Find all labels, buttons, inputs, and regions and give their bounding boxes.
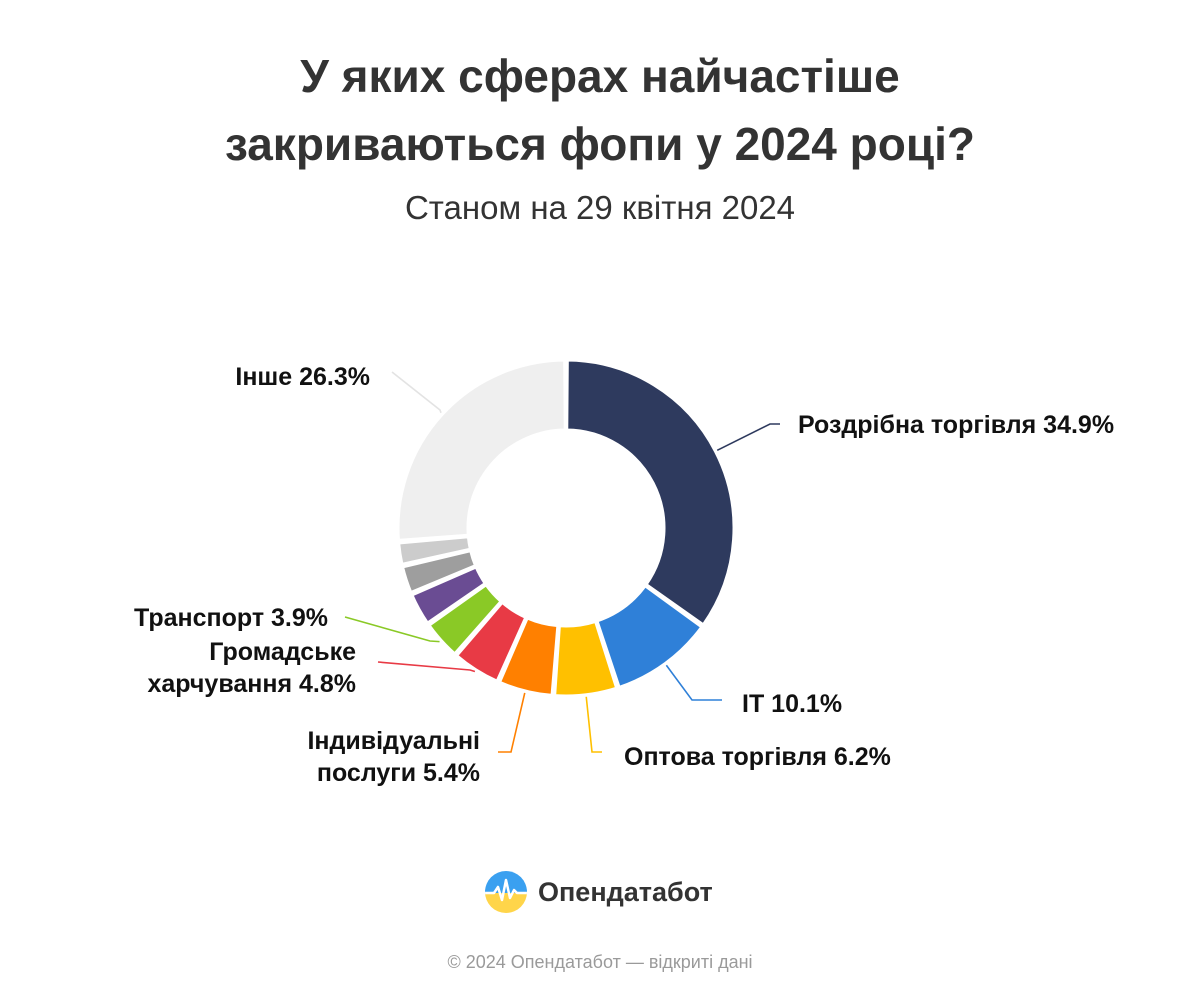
donut-slice-3 — [553, 619, 619, 698]
chart-title-line-2: закриваються фопи у 2024 році? — [224, 118, 976, 170]
data-label-3: Оптова торгівля 6.2% — [624, 743, 891, 771]
chart-title: У яких сферах найчастіше закриваються фо… — [0, 42, 1200, 178]
data-label-2: IT 10.1% — [742, 690, 842, 718]
leader-line-1 — [716, 423, 780, 452]
chart-title-line-1: У яких сферах найчастіше — [300, 50, 900, 102]
chart-subtitle: Станом на 29 квітня 2024 — [404, 189, 796, 226]
leader-line-3 — [585, 696, 602, 753]
donut-slice-5 — [455, 600, 528, 683]
leader-line-4 — [498, 692, 526, 753]
footer-copyright: © 2024 Опендатабот — відкриті дані — [447, 952, 753, 972]
donut-slice-10 — [396, 358, 567, 542]
donut-slice-1 — [565, 358, 736, 627]
brand-logo: Опендатабот — [484, 868, 713, 916]
donut-slice-7 — [410, 565, 487, 625]
data-label-1: Роздрібна торгівля 34.9% — [798, 411, 1114, 439]
data-label-4: Індивідуальні послуги 5.4% — [307, 727, 480, 787]
leader-line-2 — [665, 664, 722, 701]
donut-slice-8 — [401, 549, 478, 595]
donut-slice-4 — [498, 616, 560, 697]
opendatabot-logo-icon — [485, 871, 527, 913]
donut-slice-9 — [397, 535, 472, 566]
leader-line-10 — [391, 371, 442, 414]
donut-slice-6 — [427, 583, 503, 656]
brand-name: Опендатабот — [538, 876, 713, 907]
data-label-6: Транспорт 3.9% — [134, 604, 328, 632]
leader-line-6 — [344, 616, 440, 643]
data-label-10: Інше 26.3% — [235, 363, 370, 391]
leader-line-5 — [377, 661, 476, 673]
donut-slice-2 — [595, 584, 704, 689]
data-label-5: Громадське харчування 4.8% — [147, 638, 356, 698]
